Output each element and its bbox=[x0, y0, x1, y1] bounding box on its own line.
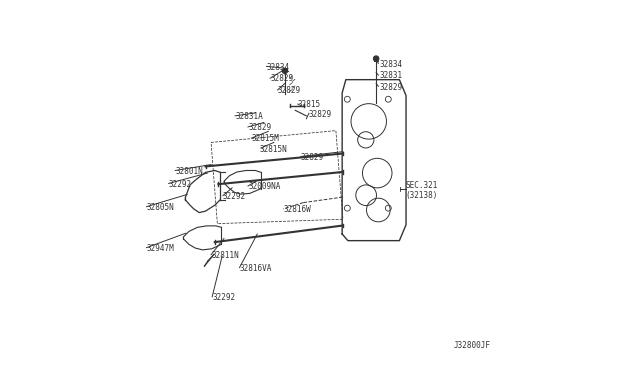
Text: 32834: 32834 bbox=[266, 62, 289, 72]
Text: 32816VA: 32816VA bbox=[239, 264, 272, 273]
Text: 32009NA: 32009NA bbox=[248, 182, 280, 191]
Circle shape bbox=[374, 56, 379, 61]
Text: 32805N: 32805N bbox=[147, 203, 174, 212]
Text: SEC.321: SEC.321 bbox=[406, 182, 438, 190]
Circle shape bbox=[282, 68, 287, 73]
Text: J32800JF: J32800JF bbox=[454, 341, 491, 350]
Text: 32829: 32829 bbox=[309, 109, 332, 119]
Text: 32834: 32834 bbox=[379, 60, 402, 70]
Text: 32829: 32829 bbox=[301, 153, 324, 162]
Text: 32829: 32829 bbox=[248, 123, 271, 132]
Text: 32811N: 32811N bbox=[211, 251, 239, 260]
Text: 32816W: 32816W bbox=[283, 205, 311, 214]
Text: 32829: 32829 bbox=[278, 86, 301, 95]
Text: 32801N: 32801N bbox=[175, 167, 203, 176]
Text: 32292: 32292 bbox=[168, 180, 192, 189]
Text: 32831: 32831 bbox=[379, 71, 402, 80]
Text: 32292: 32292 bbox=[212, 294, 236, 302]
Text: 32947M: 32947M bbox=[147, 244, 174, 253]
Text: 32292: 32292 bbox=[223, 192, 246, 201]
Text: 32829: 32829 bbox=[379, 83, 402, 92]
Text: 32829: 32829 bbox=[270, 74, 293, 83]
Text: (32138): (32138) bbox=[406, 191, 438, 200]
Text: 32831A: 32831A bbox=[235, 112, 263, 121]
Text: 32815N: 32815N bbox=[259, 145, 287, 154]
Text: 32815M: 32815M bbox=[252, 134, 280, 143]
Text: 32815: 32815 bbox=[298, 100, 321, 109]
